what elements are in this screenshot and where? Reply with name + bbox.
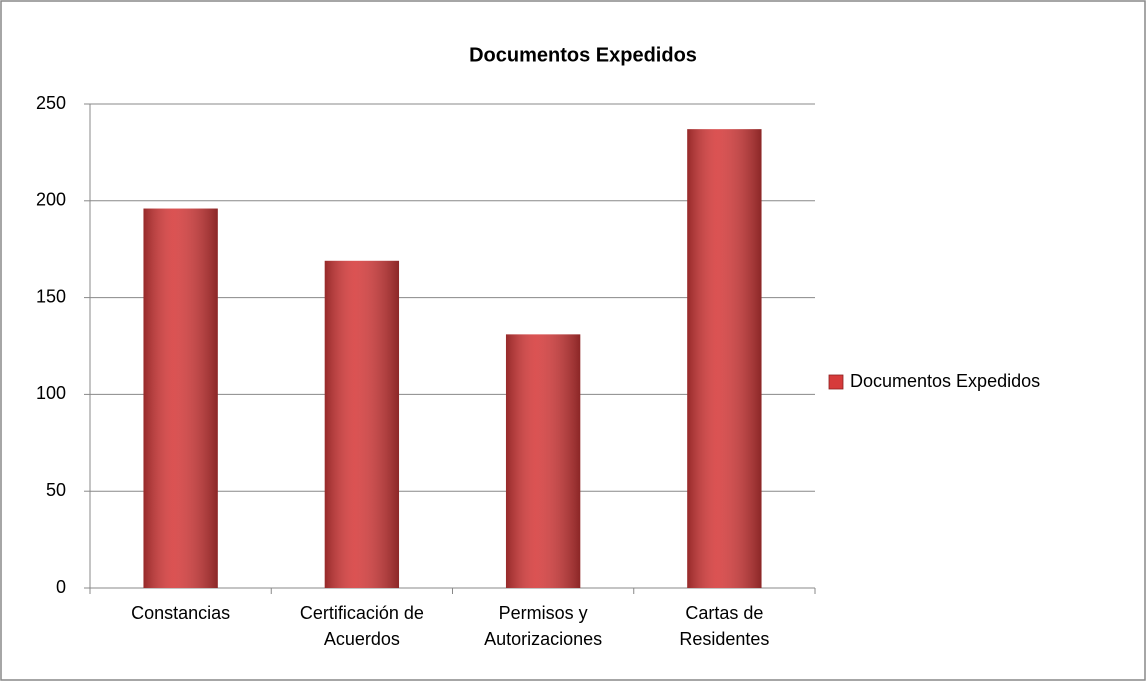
y-tick-label: 250 xyxy=(36,93,66,113)
bar-shade xyxy=(324,260,400,588)
bar-shade xyxy=(143,208,218,588)
y-tick-label: 200 xyxy=(36,190,66,210)
legend-label: Documentos Expedidos xyxy=(850,371,1040,391)
x-tick-label: Constancias xyxy=(131,603,231,623)
x-tick-label: Cartas de Residentes xyxy=(679,603,770,649)
x-tick-label: Permisos y Autorizaciones xyxy=(484,603,603,649)
y-tick-label: 150 xyxy=(36,286,66,306)
x-tick-label: Certificación de Acuerdos xyxy=(299,603,424,649)
bar-shade xyxy=(687,129,762,588)
y-tick-label: 100 xyxy=(36,383,66,403)
bar-shade xyxy=(505,334,581,588)
y-tick-label: 50 xyxy=(46,480,66,500)
y-tick-label: 0 xyxy=(56,577,66,597)
chart-title: Documentos Expedidos xyxy=(469,44,697,66)
legend-marker xyxy=(828,374,844,390)
